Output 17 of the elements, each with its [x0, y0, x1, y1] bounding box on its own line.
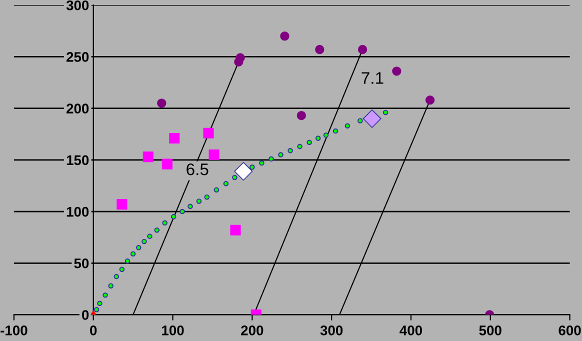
x-tick-label: 300 [320, 326, 343, 336]
y-tick-label: 100 [66, 206, 89, 217]
x-tick-label: -100 [0, 326, 28, 336]
annotation: 6.5 [186, 163, 208, 176]
x-tick-label: 0 [90, 326, 97, 336]
x-tick-label: 400 [400, 326, 422, 336]
annotation: 7.1 [362, 72, 384, 84]
x-tick-label: 500 [479, 326, 502, 336]
y-tick-label: 0 [82, 310, 89, 320]
y-tick-label: 50 [74, 258, 89, 268]
y-tick-label: 250 [66, 52, 89, 62]
x-tick-label: 600 [558, 326, 581, 336]
x-tick-label: 200 [241, 326, 264, 336]
x-tick-label: 100 [162, 326, 184, 336]
y-tick-label: 200 [66, 104, 89, 114]
y-tick-label: 300 [66, 0, 89, 10]
y-tick-label: 150 [66, 155, 89, 166]
